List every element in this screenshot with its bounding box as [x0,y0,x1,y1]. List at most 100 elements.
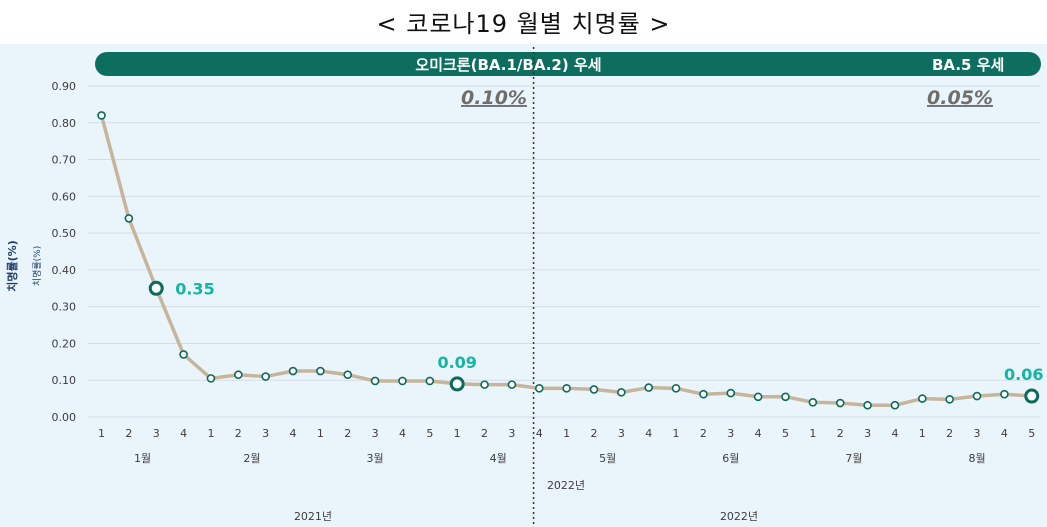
x-axis: 1 2 3 4 1 2 3 4 1 2 3 4 5 1 2 3 4 1 2 3 4 1 2 3 4 5 1 2 3 4 1 2 3 4 5 1월 2월 3… [98,427,1035,523]
x-tick-label: 2 [344,427,351,440]
x-tick-label: 3 [153,427,160,440]
x-tick-label: 3 [974,427,981,440]
y-axis-label-secondary: 치명률(%) [31,246,43,286]
data-point [781,392,790,402]
x-tick-label: 3 [262,427,269,440]
plot-background [0,44,1047,527]
mid-year-label: 2022년 [547,479,585,492]
year-label: 2022년 [720,510,758,523]
x-tick-label: 1 [454,427,461,440]
x-tick-label: 1 [563,427,570,440]
month-label: 4월 [490,452,507,465]
month-label: 6월 [722,452,739,465]
highlight-point [449,376,465,392]
data-point [234,370,243,380]
highlight-point [1024,388,1040,404]
callout-label: 0.09 [437,353,476,372]
x-tick-label: 2 [590,427,597,440]
y-tick-label: 0.50 [52,227,77,240]
period-banners: 오미크론(BA.1/BA.2) 우세 0.10% BA.5 우세 0.05% [95,52,1041,109]
data-point [507,380,517,389]
x-tick-label: 4 [755,427,762,440]
y-tick-label: 0.70 [52,154,77,167]
month-label: 7월 [845,452,862,465]
period-rate: 0.05% [927,87,993,109]
x-tick-label: 2 [837,427,844,440]
y-tick-label: 0.00 [52,411,77,424]
y-tick-label: 0.90 [52,80,77,93]
x-tick-label: 4 [399,427,406,440]
x-tick-label: 1 [673,427,680,440]
chart-title: < 코로나19 월별 치명률 > [376,10,671,38]
period-banner [95,52,922,76]
data-point [890,400,900,410]
data-point [1000,389,1009,399]
data-point [753,392,763,402]
data-point [644,383,654,392]
data-point [179,350,188,359]
data-point [972,391,982,401]
x-tick-label: 2 [946,427,953,440]
y-tick-label: 0.80 [52,117,77,130]
x-tick-label: 2 [700,427,707,440]
y-tick-label: 0.10 [52,374,77,387]
x-tick-label: 4 [1001,427,1008,440]
x-tick-label: 4 [645,427,652,440]
callout-label: 0.35 [175,279,214,298]
data-point [917,394,927,403]
line-chart: 오미크론(BA.1/BA.2) 우세 0.10% BA.5 우세 0.05% 0.00… [0,44,1047,527]
data-point [945,395,954,404]
x-tick-label: 2 [481,427,488,440]
data-point [288,366,298,376]
period-rate: 0.10% [461,87,527,109]
x-tick-label: 3 [864,427,871,440]
data-point [480,380,489,389]
x-tick-label: 1 [809,427,816,440]
callout-label: 0.06 [1004,365,1043,384]
data-point [589,385,599,394]
x-tick-label: 4 [891,427,898,440]
data-point [699,389,708,399]
data-points [97,111,1040,410]
data-point [370,376,380,386]
period-banner-label: 오미크론(BA.1/BA.2) 우세 [415,56,601,74]
x-tick-label: 4 [536,427,543,440]
data-point [534,384,544,393]
month-label: 2월 [243,452,260,465]
callout-labels: 0.35 0.09 0.06 [175,279,1043,384]
x-tick-label: 2 [235,427,242,440]
x-tick-label: 2 [125,427,132,440]
x-tick-label: 3 [727,427,734,440]
x-tick-label: 1 [98,427,105,440]
data-point [343,370,353,380]
x-tick-label: 3 [372,427,379,440]
data-point [124,214,134,223]
y-axis-label: 치명률(%) [5,240,19,291]
x-tick-label: 5 [1028,427,1035,440]
data-point [562,384,571,393]
y-tick-label: 0.30 [52,301,77,314]
x-tick-label: 3 [508,427,515,440]
x-tick-label: 4 [180,427,187,440]
month-label: 3월 [367,452,384,465]
data-point [808,397,818,407]
y-tick-label: 0.60 [52,190,77,203]
month-label: 5월 [599,452,616,465]
data-point [97,111,106,120]
data-point [261,372,270,381]
data-point [726,388,736,398]
x-tick-label: 1 [317,427,324,440]
x-tick-label: 3 [618,427,625,440]
y-tick-label: 0.40 [52,264,77,277]
year-label: 2021년 [294,510,332,523]
data-point [206,374,216,383]
month-label: 1월 [134,452,151,465]
period-banner [895,52,1041,76]
data-point [863,400,872,410]
data-point [671,384,681,393]
x-tick-label: 1 [207,427,214,440]
highlight-point [148,280,164,296]
month-label: 8월 [968,452,985,465]
data-point [398,376,407,386]
period-banner-label: BA.5 우세 [932,56,1004,74]
